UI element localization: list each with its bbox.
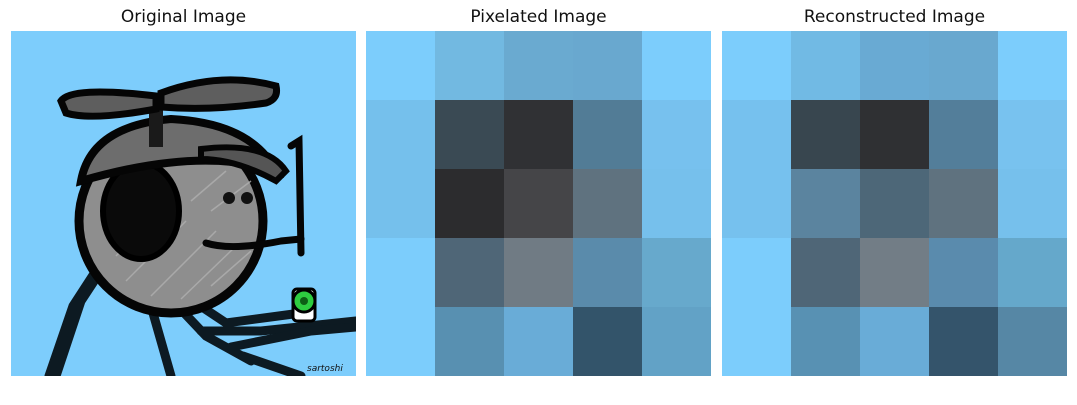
pixelated-cell-2-0 (366, 169, 435, 238)
pixelated-cell-1-0 (366, 100, 435, 169)
pixelated-cell-3-0 (366, 238, 435, 307)
pixelated-cell-1-3 (573, 100, 642, 169)
pixelated-cell-0-4 (642, 31, 711, 100)
reconstructed-cell-0-0 (722, 31, 791, 100)
reconstructed-cell-3-3 (929, 238, 998, 307)
reconstructed-cell-2-1 (791, 169, 860, 238)
pixelated-cell-3-2 (504, 238, 573, 307)
reconstructed-cell-1-1 (791, 100, 860, 169)
reconstructed-cell-1-0 (722, 100, 791, 169)
pixelated-image (366, 31, 711, 376)
pixelated-cell-4-4 (642, 307, 711, 376)
reconstructed-cell-1-3 (929, 100, 998, 169)
reconstructed-cell-3-0 (722, 238, 791, 307)
original-image-title: Original Image (120, 7, 247, 27)
reconstructed-image-title: Reconstructed Image (803, 7, 986, 27)
pixelated-cell-0-2 (504, 31, 573, 100)
reconstructed-cell-2-3 (929, 169, 998, 238)
reconstructed-cell-4-0 (722, 307, 791, 376)
reconstructed-cell-1-4 (998, 100, 1067, 169)
reconstructed-grid (722, 31, 1067, 376)
pixelated-cell-3-1 (435, 238, 504, 307)
reconstructed-cell-3-2 (860, 238, 929, 307)
reconstructed-cell-3-1 (791, 238, 860, 307)
pixelated-cell-0-1 (435, 31, 504, 100)
reconstructed-cell-0-3 (929, 31, 998, 100)
reconstructed-cell-2-0 (722, 169, 791, 238)
pixelated-cell-0-0 (366, 31, 435, 100)
pixelated-cell-2-2 (504, 169, 573, 238)
original-image: sartoshi (11, 31, 356, 376)
reconstructed-cell-2-4 (998, 169, 1067, 238)
reconstructed-image (722, 31, 1067, 376)
reconstructed-cell-4-2 (860, 307, 929, 376)
pixelated-cell-1-1 (435, 100, 504, 169)
pixelated-cell-3-3 (573, 238, 642, 307)
pixelated-cell-2-4 (642, 169, 711, 238)
reconstructed-cell-0-4 (998, 31, 1067, 100)
reconstructed-cell-2-2 (860, 169, 929, 238)
pixelated-grid (366, 31, 711, 376)
pixelated-cell-4-3 (573, 307, 642, 376)
pixelated-cell-0-3 (573, 31, 642, 100)
signature: sartoshi (307, 364, 343, 374)
reconstructed-cell-0-2 (860, 31, 929, 100)
pixelated-cell-1-2 (504, 100, 573, 169)
pixelated-image-title: Pixelated Image (470, 7, 607, 27)
pixelated-cell-2-3 (573, 169, 642, 238)
original-drawing: sartoshi (11, 31, 356, 376)
pixelated-cell-4-0 (366, 307, 435, 376)
pixelated-cell-4-1 (435, 307, 504, 376)
pixelated-cell-4-2 (504, 307, 573, 376)
pixelated-cell-2-1 (435, 169, 504, 238)
reconstructed-cell-4-4 (998, 307, 1067, 376)
pixelated-cell-3-4 (642, 238, 711, 307)
pixelated-cell-1-4 (642, 100, 711, 169)
reconstructed-cell-0-1 (791, 31, 860, 100)
reconstructed-cell-4-3 (929, 307, 998, 376)
reconstructed-cell-3-4 (998, 238, 1067, 307)
reconstructed-cell-4-1 (791, 307, 860, 376)
reconstructed-cell-1-2 (860, 100, 929, 169)
